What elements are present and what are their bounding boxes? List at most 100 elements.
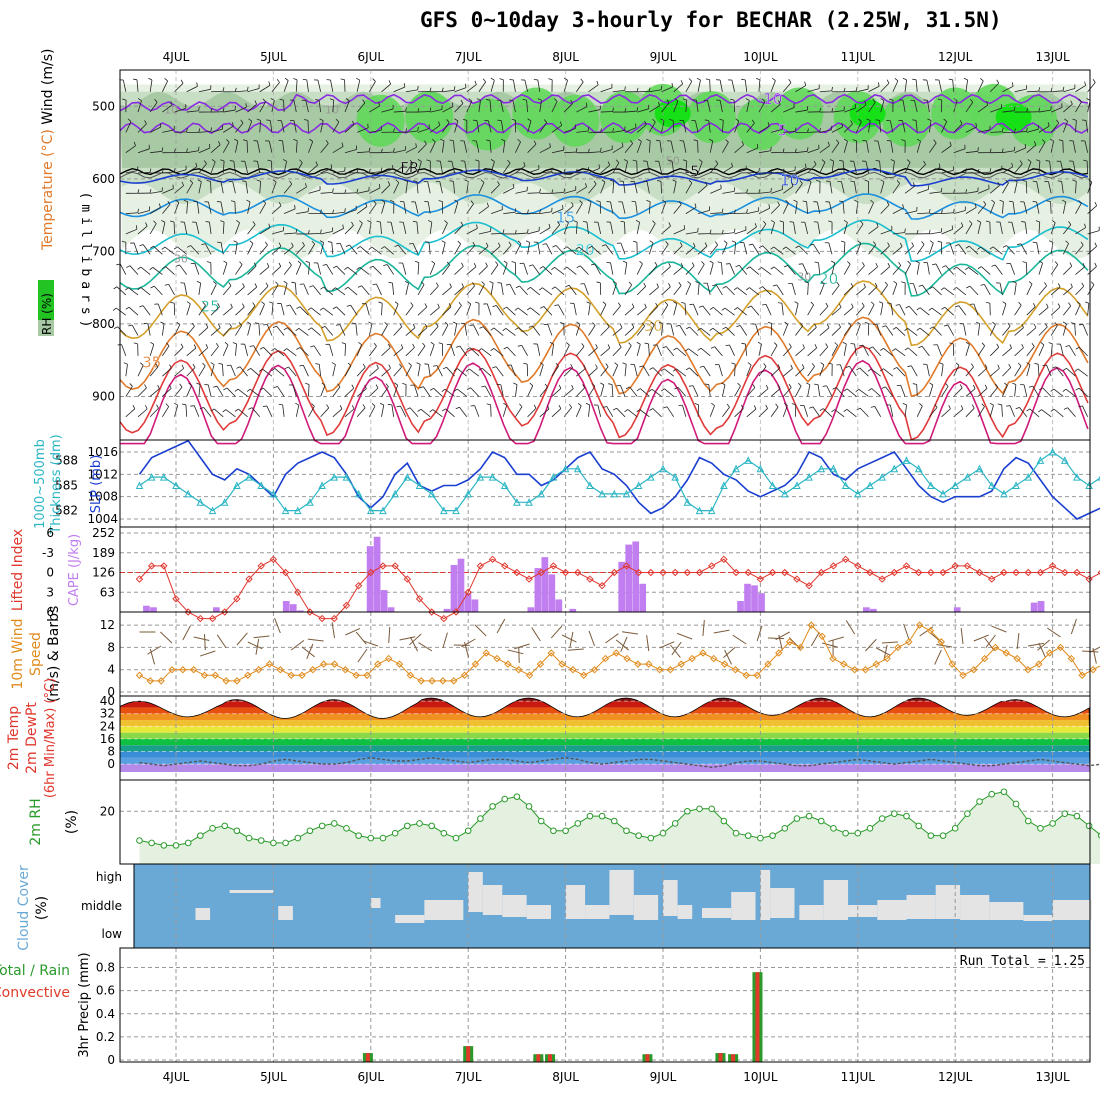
wind-barb bbox=[588, 386, 596, 397]
wind-barb bbox=[1062, 243, 1069, 255]
wind-barb bbox=[186, 303, 191, 316]
thickness-point bbox=[513, 498, 521, 506]
thickness-point bbox=[573, 464, 582, 473]
wind-barb bbox=[1063, 265, 1073, 275]
wind-barb bbox=[676, 347, 687, 357]
wind-barb-flag bbox=[1021, 344, 1024, 348]
wind-barb-flag bbox=[814, 344, 818, 349]
wind-barb-flag bbox=[503, 306, 507, 310]
wind-barb bbox=[381, 168, 393, 174]
wind-barb-flag bbox=[859, 344, 864, 347]
wind-speed-point bbox=[829, 654, 837, 663]
wind-barb bbox=[965, 366, 974, 377]
wind-speed-point bbox=[211, 671, 220, 679]
wind-barb bbox=[198, 181, 202, 194]
cape-bar bbox=[373, 536, 381, 612]
wind-barb bbox=[403, 201, 407, 214]
rh-contour-label: 10 bbox=[325, 104, 339, 117]
rh-point bbox=[757, 834, 764, 842]
wind-barb-flag bbox=[113, 326, 118, 329]
bottom-day-label: 13JUL bbox=[1035, 1070, 1070, 1084]
wind-barb bbox=[1063, 224, 1072, 235]
wind-barb-flag bbox=[710, 346, 715, 349]
wind-barb bbox=[361, 285, 370, 296]
wind-barb-flag bbox=[959, 120, 963, 125]
cape-bar bbox=[953, 607, 961, 612]
wind-barb-flag bbox=[949, 342, 954, 345]
wind-barb bbox=[782, 82, 792, 93]
wind-barb-flag bbox=[902, 77, 907, 81]
wind-barb-flag bbox=[424, 241, 430, 243]
wind-barb bbox=[1072, 161, 1076, 174]
wind-barb bbox=[502, 244, 512, 255]
wind-barb-flag bbox=[646, 139, 651, 142]
wind-barb-flag bbox=[689, 303, 694, 306]
temp-stripe bbox=[120, 732, 1090, 739]
wind-barb bbox=[782, 346, 792, 357]
wind-barb-flag bbox=[311, 403, 315, 407]
li-point bbox=[257, 562, 265, 570]
wind-barb-flag bbox=[912, 182, 916, 187]
cape-bar bbox=[569, 608, 577, 612]
cape-bar bbox=[282, 601, 290, 612]
wind-speed-point bbox=[352, 671, 360, 679]
wind-barb-flag bbox=[841, 240, 846, 243]
wind-barb bbox=[941, 170, 954, 174]
wind-barb bbox=[323, 307, 334, 316]
wind-speed-point bbox=[764, 660, 772, 668]
wind-barb-flag bbox=[788, 79, 792, 83]
wind-barb bbox=[725, 326, 735, 336]
wind-barb bbox=[722, 120, 724, 133]
wind-barb-flag bbox=[770, 187, 772, 193]
wind-barb bbox=[734, 169, 747, 174]
wind-barb bbox=[532, 264, 541, 275]
wind-barb bbox=[542, 266, 553, 275]
wind-barb bbox=[493, 348, 504, 357]
wind-speed-point bbox=[688, 654, 696, 663]
wind-barb-flag bbox=[441, 240, 446, 243]
li-tick: 0 bbox=[46, 566, 54, 580]
wind-barb-flag bbox=[502, 328, 507, 332]
wind-barb bbox=[812, 243, 821, 255]
wind-barb bbox=[629, 386, 638, 397]
temperature-contour bbox=[119, 316, 1089, 398]
wind-barb-flag bbox=[1061, 199, 1066, 203]
wind-barb bbox=[149, 388, 160, 397]
rh-area bbox=[139, 791, 1100, 864]
wind-barb-flag bbox=[697, 347, 702, 351]
wind-barb bbox=[1023, 201, 1028, 214]
precip-panel-frame bbox=[119, 947, 1091, 1063]
wind-barb bbox=[210, 346, 219, 357]
surface-wind-barb bbox=[1047, 627, 1061, 638]
cape-bar bbox=[450, 564, 458, 612]
wind-barb bbox=[1002, 85, 1014, 93]
wind-barb bbox=[381, 184, 391, 194]
wind-barb-flag bbox=[327, 241, 332, 243]
wind-barb-flag bbox=[873, 241, 877, 245]
wind-barb-flag bbox=[657, 180, 662, 182]
wind-barb-flag bbox=[621, 142, 624, 147]
wind-barb-flag bbox=[1065, 345, 1070, 347]
surface-wind-barb bbox=[507, 649, 524, 655]
wind-barb bbox=[266, 405, 273, 417]
wind-barb-flag bbox=[213, 385, 218, 388]
li-point bbox=[902, 562, 911, 570]
wind-barb-flag bbox=[322, 263, 327, 266]
rh-point bbox=[696, 805, 703, 813]
cloud-block bbox=[482, 885, 503, 915]
wind-barb-flag bbox=[600, 128, 602, 133]
thickness-point bbox=[135, 481, 144, 489]
thickness-point bbox=[720, 481, 728, 489]
wind-barb bbox=[703, 365, 711, 377]
wind-barb-flag bbox=[615, 159, 620, 163]
wind-barb-flag bbox=[923, 160, 926, 165]
wind-barb-flag bbox=[291, 281, 296, 284]
wind-speed-point bbox=[905, 638, 913, 646]
wind-barb-flag bbox=[971, 404, 975, 409]
wind-barb-flag bbox=[330, 164, 333, 169]
wind-barb-flag bbox=[1028, 385, 1033, 388]
wind-barb-flag bbox=[356, 188, 359, 193]
wind-barb bbox=[956, 287, 967, 296]
wind-barb bbox=[874, 406, 882, 417]
wind-barb-flag bbox=[296, 347, 301, 350]
